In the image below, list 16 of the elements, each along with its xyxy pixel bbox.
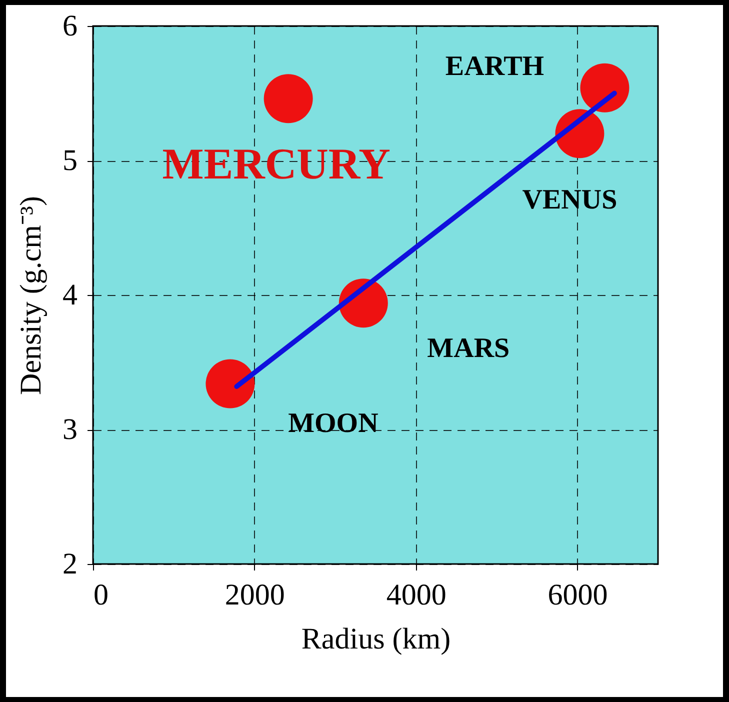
y-tick-label: 3 [62,413,78,446]
x-tick-label: 4000 [386,578,446,612]
x-tick-label: 2000 [224,578,285,612]
annotation: MERCURY [162,140,390,189]
annotation: VENUS [522,184,618,216]
y-tick-label: 6 [62,10,78,42]
y-axis-title: Density (g.cm⁻³) [14,196,48,395]
x-tick-label: 6000 [548,578,608,612]
y-tick-label: 4 [62,278,78,312]
annotation: MOON [288,408,378,439]
annotation: EARTH [445,50,544,82]
annotation: MARS [427,333,510,364]
x-tick-label: 0 [94,578,108,612]
x-axis-title: Radius (km) [301,622,451,656]
y-tick-label: 2 [62,548,78,580]
y-tick-label: 5 [62,144,78,177]
